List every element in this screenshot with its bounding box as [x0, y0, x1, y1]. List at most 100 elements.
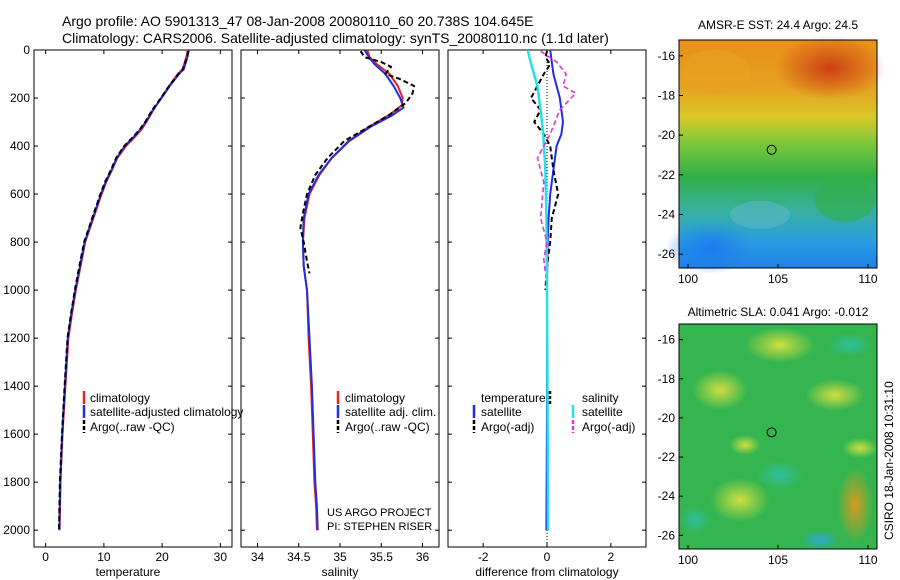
pi-label: PI: STEPHEN RISER: [327, 521, 432, 533]
x-tick-label: 0: [42, 550, 49, 564]
sla-low-patch: [679, 506, 711, 534]
y-tick-label: 1400: [3, 379, 30, 393]
legend-label-temp-argo: Argo(-adj): [481, 420, 534, 434]
map-y-tick-label: -18: [658, 89, 676, 103]
salinity-series: [299, 50, 416, 531]
temperature-series: [58, 50, 190, 531]
salinity-panel: [240, 49, 440, 548]
x-tick-label: 30: [214, 550, 228, 564]
map-y-tick-label: -18: [658, 372, 676, 386]
map-x-tick-label: 100: [678, 553, 698, 567]
sst-map: [665, 36, 885, 274]
csiro-credit: CSIRO 18-Jan-2008 10:31:10: [882, 381, 896, 540]
difference-series: [526, 50, 577, 531]
sst-map-axes: 100 105 110 -16 -18 -20 -22 -24 -26: [658, 49, 878, 286]
map-x-tick-label: 105: [768, 553, 788, 567]
sla-low-patch: [800, 530, 840, 550]
project-label: US ARGO PROJECT: [327, 507, 432, 519]
map-y-tick-label: -16: [658, 49, 676, 63]
sla-high-patch: [692, 370, 748, 410]
x-tick-label: 34.5: [287, 550, 311, 564]
legend-label-satellite: satellite-adjusted climatology: [90, 405, 243, 419]
legend-label-satellite: satellite adj. clim.: [345, 405, 436, 419]
map-y-tick-label: -26: [658, 528, 676, 542]
y-tick-label: 200: [10, 91, 30, 105]
x-tick-label: 0: [544, 550, 551, 564]
legend-label-sal-argo: Argo(-adj): [582, 420, 635, 434]
sla-map: [678, 323, 878, 550]
y-tick-label: 1000: [3, 283, 30, 297]
series-line-climatology: [58, 50, 189, 531]
sla-low-patch: [828, 333, 872, 357]
salinity-axes: 34 34.5 35 35.5 36: [241, 49, 439, 564]
sst-warm-patch: [680, 50, 750, 94]
x-tick-label: 34: [251, 550, 265, 564]
series-line-argo-raw-qc-: [58, 50, 190, 530]
sla-high-patch: [842, 438, 878, 458]
map-y-tick-label: -24: [658, 207, 676, 221]
legend-label-argo: Argo(..raw -QC): [345, 420, 430, 434]
y-tick-label: 1800: [3, 475, 30, 489]
difference-xlabel: difference from climatology: [475, 565, 618, 579]
map-y-tick-label: -20: [658, 128, 676, 142]
sla-high-patch: [710, 478, 770, 522]
difference-legend: temperature satellite Argo(-adj) salinit…: [472, 391, 635, 434]
map-y-tick-label: -22: [658, 168, 676, 182]
sla-high-patch: [805, 379, 865, 411]
sst-cold-patch: [665, 222, 755, 274]
salinity-xlabel: salinity: [322, 565, 359, 579]
series-line-satellite-adjusted-climatology: [58, 50, 190, 531]
y-tick-label: 1600: [3, 427, 30, 441]
x-tick-label: 10: [97, 550, 111, 564]
legend-label-climatology: climatology: [345, 391, 405, 405]
legend-title-temperature: temperature: [481, 391, 546, 405]
argo-location-marker: [766, 427, 777, 438]
y-tick-label: 800: [10, 235, 30, 249]
x-tick-label: 35: [333, 550, 347, 564]
map-x-tick-label: 100: [678, 272, 698, 286]
x-tick-label: -2: [478, 550, 489, 564]
map-x-tick-label: 110: [858, 272, 877, 286]
difference-axes: -2 0 2: [448, 49, 646, 564]
map-y-tick-label: -22: [658, 450, 676, 464]
y-tick-label: 600: [10, 187, 30, 201]
sst-cold-patch: [730, 201, 790, 229]
legend-label-climatology: climatology: [90, 391, 150, 405]
series-line-salinity-satellite: [526, 50, 550, 531]
map-y-tick-label: -20: [658, 411, 676, 425]
temperature-xlabel: temperature: [96, 565, 161, 579]
y-tick-label: 2000: [3, 523, 30, 537]
map-y-tick-label: -16: [658, 333, 676, 347]
y-tick-label: 0: [23, 43, 30, 57]
argo-location-marker: [766, 144, 777, 155]
sla-map-axes: 100 105 110 -16 -18 -20 -22 -24 -26: [658, 333, 878, 567]
temperature-legend: climatology satellite-adjusted climatolo…: [82, 391, 243, 434]
sla-map-title: Altimetric SLA: 0.041 Argo: -0.012: [688, 305, 869, 319]
y-tick-label: 400: [10, 139, 30, 153]
x-tick-label: 36: [416, 550, 430, 564]
legend-title-salinity: salinity: [582, 391, 619, 405]
legend-label-argo: Argo(..raw -QC): [90, 420, 175, 434]
sst-warm-patch: [775, 36, 885, 100]
sla-high-patch: [745, 327, 815, 363]
series-line-argo-raw-qc-: [299, 50, 416, 274]
legend-label-sal-satellite: satellite: [582, 405, 623, 419]
series-line-satellite-adj-clim-: [301, 50, 405, 531]
series-line-climatology: [301, 50, 404, 531]
series-line-temperature-argo-adj-: [530, 50, 560, 291]
temperature-axes: 0 10 20 30 0 200 400 600 800 1000 1200 1400 1600 1800…: [3, 43, 232, 564]
map-y-tick-label: -24: [658, 489, 676, 503]
x-tick-label: 2: [608, 550, 615, 564]
figure-title-line2: Climatology: CARS2006. Satellite-adjuste…: [62, 30, 609, 46]
map-x-tick-label: 110: [858, 553, 877, 567]
series-line-salinity-argo-adj-: [536, 50, 577, 274]
salinity-legend: climatology satellite adj. clim. Argo(..…: [336, 391, 436, 434]
map-x-tick-label: 105: [768, 272, 788, 286]
legend-label-temp-satellite: satellite: [481, 405, 522, 419]
figure-title-line1: Argo profile: AO 5901313_47 08-Jan-2008 …: [62, 13, 533, 29]
sla-low-patch: [756, 461, 804, 489]
y-tick-label: 1200: [3, 331, 30, 345]
sst-green-patch: [815, 178, 875, 222]
sla-high-patch: [729, 435, 761, 455]
